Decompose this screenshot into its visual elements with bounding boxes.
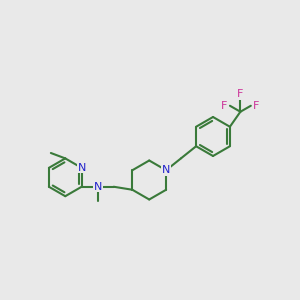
Text: N: N [77, 163, 86, 173]
Text: F: F [237, 89, 244, 99]
Text: N: N [162, 165, 170, 175]
Text: F: F [221, 101, 228, 111]
Text: N: N [94, 182, 102, 192]
Text: F: F [253, 101, 260, 111]
